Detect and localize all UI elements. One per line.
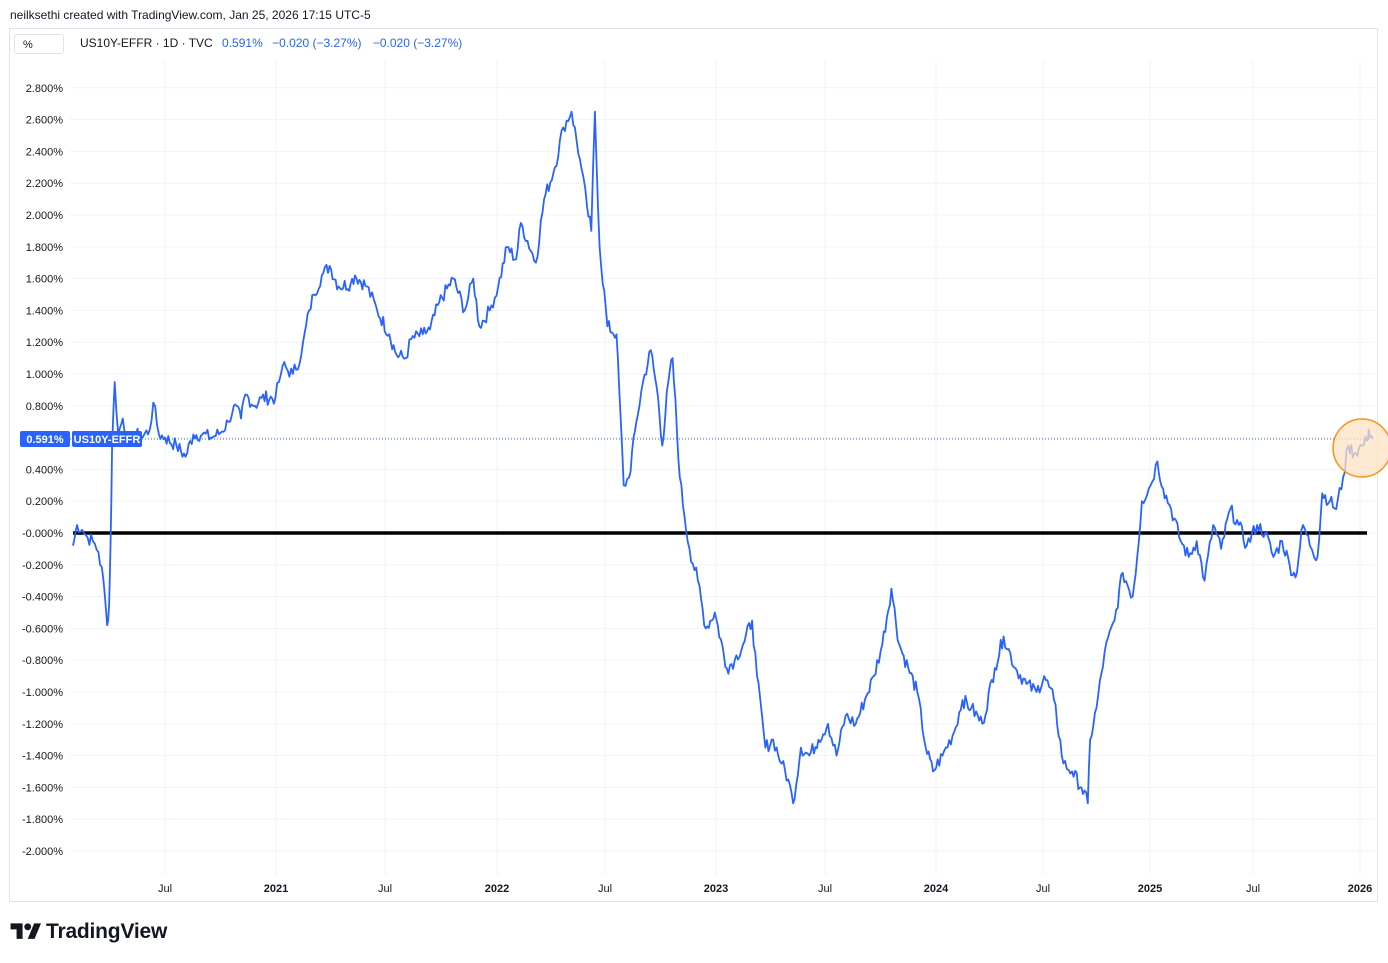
x-tick-label: Jul — [158, 883, 172, 895]
y-tick-label: 2.000% — [26, 210, 64, 222]
x-tick-label: Jul — [598, 883, 612, 895]
grid-lines — [70, 60, 1375, 875]
legend-value: 0.591% — [222, 36, 263, 50]
price-tag-label: US10Y-EFFR — [74, 434, 141, 446]
highlight-circle — [1332, 418, 1388, 478]
y-tick-label: -1.600% — [22, 782, 63, 794]
x-tick-label: Jul — [1036, 883, 1050, 895]
y-tick-label: 1.000% — [26, 369, 64, 381]
y-tick-label: -1.200% — [22, 719, 63, 731]
y-tick-label: 2.600% — [26, 115, 64, 127]
y-tick-label: 0.200% — [26, 496, 64, 508]
y-tick-label: -0.600% — [22, 623, 63, 635]
legend-symbol: US10Y-EFFR · 1D · TVC — [80, 36, 213, 50]
x-tick-label: 2022 — [485, 883, 509, 895]
x-tick-label: 2023 — [704, 883, 728, 895]
unit-selector-button[interactable]: % — [14, 34, 64, 54]
x-tick-label: Jul — [378, 883, 392, 895]
y-axis-ticks: 2.800% 2.600% 2.400% 2.200% 2.000% 1.800% 1.60… — [22, 83, 63, 858]
price-tag-value: 0.591% — [26, 434, 64, 446]
y-tick-label: -0.200% — [22, 560, 63, 572]
y-tick-label: 1.200% — [26, 337, 64, 349]
x-tick-label: 2025 — [1138, 883, 1162, 895]
x-tick-label: 2021 — [264, 883, 288, 895]
y-tick-label: -1.000% — [22, 687, 63, 699]
y-tick-label: 2.200% — [26, 178, 64, 190]
y-tick-label: 2.800% — [26, 83, 64, 95]
y-tick-label: 1.600% — [26, 274, 64, 286]
legend-change-secondary: −0.020 (−3.27%) — [372, 36, 463, 50]
price-tag-label-bg — [72, 431, 142, 448]
y-tick-label: 0.400% — [26, 464, 64, 476]
y-tick-label: -0.800% — [22, 655, 63, 667]
y-tick-label: 2.400% — [26, 146, 64, 158]
brand-name: TradingView — [46, 920, 168, 943]
y-tick-label: -0.000% — [22, 528, 63, 540]
y-tick-label: -1.800% — [22, 814, 63, 826]
y-tick-label: 1.400% — [26, 305, 64, 317]
legend-change: −0.020 (−3.27%) — [272, 36, 362, 50]
y-tick-label: 1.800% — [26, 242, 64, 254]
series-legend[interactable]: US10Y-EFFR · 1D · TVC 0.591% −0.020 (−3.… — [80, 36, 462, 50]
y-tick-label: -2.000% — [22, 846, 63, 858]
x-tick-label: 2026 — [1348, 883, 1372, 895]
x-axis-ticks: Jul 2021 Jul 2022 Jul 2023 Jul 2024 Jul 2025 Jul 20… — [158, 883, 1372, 895]
x-tick-label: Jul — [1246, 883, 1260, 895]
price-tag-value-bg — [20, 431, 70, 448]
y-tick-label: -0.400% — [22, 592, 63, 604]
x-tick-label: 2024 — [924, 883, 949, 895]
price-tag: 0.591% US10Y-EFFR — [20, 431, 142, 448]
y-tick-label: -1.400% — [22, 751, 63, 763]
series-line-us10y-effr — [72, 110, 1374, 805]
x-tick-label: Jul — [818, 883, 832, 895]
y-tick-label: 0.800% — [26, 401, 64, 413]
tradingview-brand[interactable]: TradingView — [10, 920, 167, 944]
chart-attribution: neilksethi created with TradingView.com,… — [10, 8, 371, 22]
tradingview-logo-icon — [10, 923, 41, 939]
